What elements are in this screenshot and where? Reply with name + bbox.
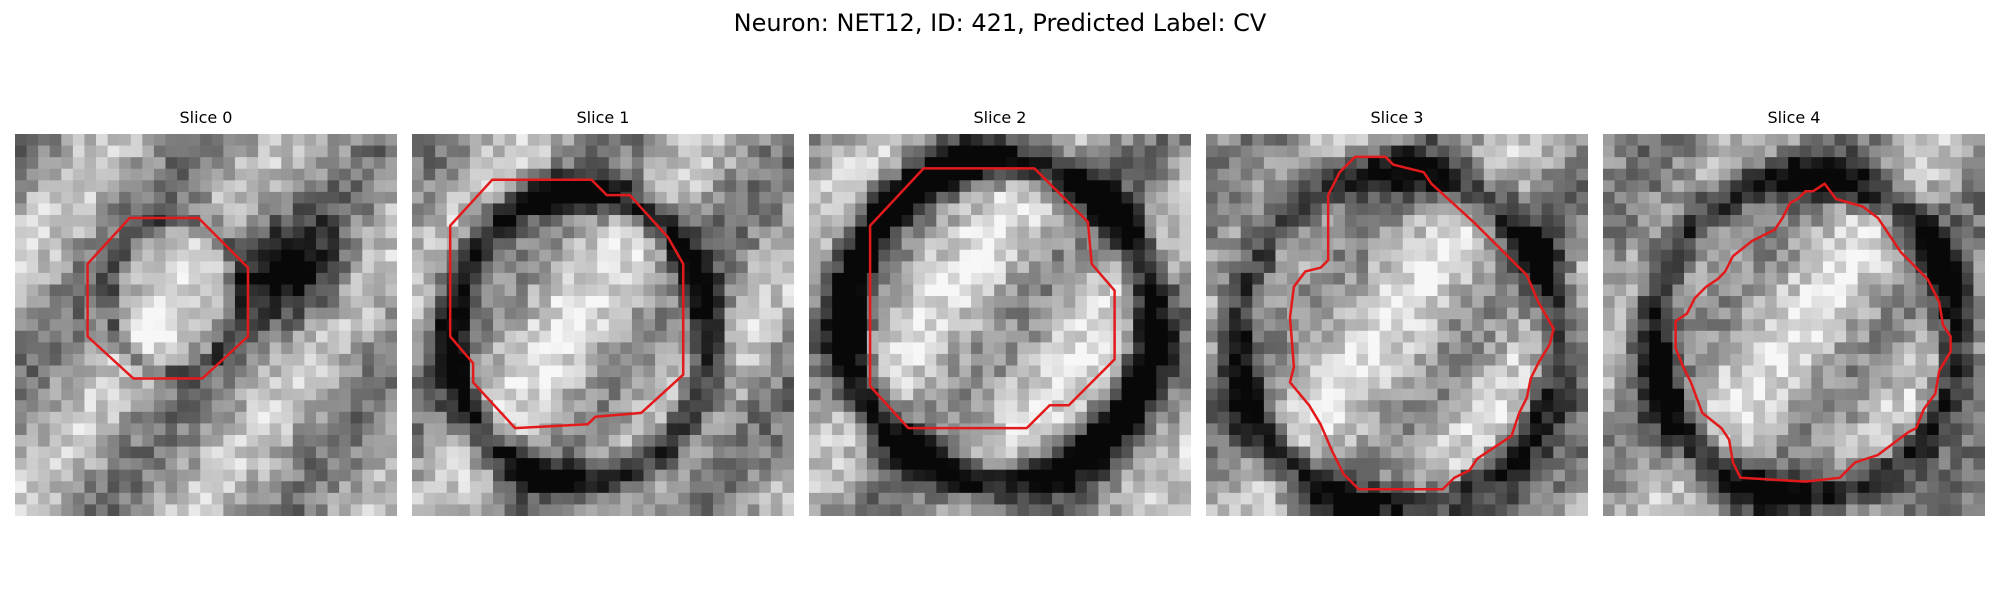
slice-title-0: Slice 0: [179, 108, 233, 127]
slice-panel-3: Slice 3: [1206, 108, 1588, 516]
slice-image-0: [15, 134, 397, 516]
pixel-grid-3: [1206, 134, 1588, 516]
slice-image-2: [809, 134, 1191, 516]
slice-title-2: Slice 2: [973, 108, 1027, 127]
pixel-grid-1: [412, 134, 794, 516]
slice-panel-0: Slice 0: [15, 108, 397, 516]
slice-title-1: Slice 1: [576, 108, 630, 127]
pixel-grid-4: [1603, 134, 1985, 516]
slice-panel-2: Slice 2: [809, 108, 1191, 516]
slice-title-3: Slice 3: [1370, 108, 1424, 127]
contour-outline-3: [1288, 155, 1555, 491]
pixel-grid-2: [809, 134, 1191, 516]
contour-outline-4: [1674, 182, 1952, 483]
slice-title-4: Slice 4: [1767, 108, 1821, 127]
pixel-grid-0: [15, 134, 397, 516]
contour-outline-1: [448, 178, 685, 430]
figure-title: Neuron: NET12, ID: 421, Predicted Label:…: [733, 9, 1267, 37]
slice-panel-1: Slice 1: [412, 108, 794, 516]
slice-image-3: [1206, 134, 1588, 516]
contour-outline-0: [86, 216, 250, 380]
slice-image-1: [412, 134, 794, 516]
contour-outline-2: [868, 167, 1116, 430]
slice-panel-4: Slice 4: [1603, 108, 1985, 516]
slice-image-4: [1603, 134, 1985, 516]
